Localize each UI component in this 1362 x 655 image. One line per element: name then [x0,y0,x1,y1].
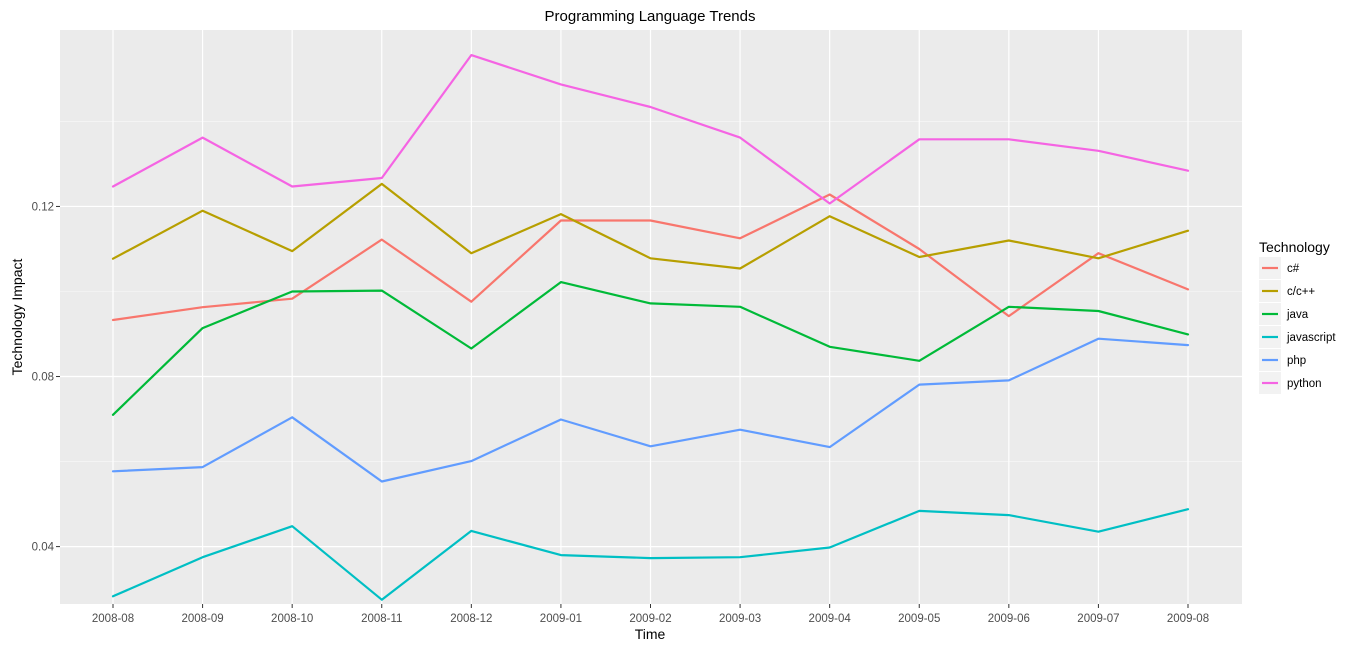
x-axis-title: Time [635,626,666,642]
x-tick-label: 2009-01 [540,613,582,625]
series-line-java [111,281,1190,416]
series-line-python [111,53,1190,205]
legend-label: c/c++ [1287,286,1315,298]
series-line-c-c [111,182,1190,270]
legend-item: python [1259,372,1322,394]
legend: Technology c# c/c++ java javascript php pytho… [1259,239,1336,394]
legend-item: java [1259,303,1309,325]
x-tick-label: 2009-05 [898,613,940,625]
x-tick-label: 2009-06 [988,613,1030,625]
y-tick-label: 0.08 [32,372,54,384]
x-tick-label: 2008-09 [181,613,223,625]
chart-title: Programming Language Trends [545,8,756,25]
series-line-javascript [111,508,1190,601]
x-tick-label: 2009-07 [1077,613,1119,625]
legend-label: python [1287,378,1322,390]
x-axis: 2008-08 2008-09 2008-10 2008-11 2008-12 2009-… [92,604,1209,625]
legend-label: javascript [1286,332,1336,344]
x-tick-label: 2008-11 [361,613,402,625]
legend-item: php [1259,349,1306,371]
series-line-php [111,337,1190,483]
x-tick-label: 2008-08 [92,613,134,625]
x-tick-label: 2008-10 [271,613,313,625]
y-tick-label: 0.12 [32,201,54,213]
legend-item: c/c++ [1259,280,1315,302]
y-axis-title: Technology Impact [9,259,25,376]
y-axis: 0.04 0.08 0.12 [32,201,60,554]
x-tick-label: 2009-03 [719,613,761,625]
y-tick-label: 0.04 [32,542,55,554]
legend-keys: c# c/c++ java javascript php python [1259,257,1336,394]
x-tick-label: 2009-08 [1167,613,1209,625]
legend-label: php [1287,355,1306,367]
legend-item: javascript [1259,326,1336,348]
legend-label: c# [1287,263,1300,275]
legend-item: c# [1259,257,1300,279]
series-line-c [111,193,1190,322]
x-tick-label: 2009-02 [629,613,671,625]
series-lines [111,53,1190,601]
x-tick-label: 2009-04 [809,613,852,625]
x-tick-label: 2008-12 [450,613,492,625]
legend-title: Technology [1259,239,1330,255]
legend-label: java [1286,309,1309,321]
